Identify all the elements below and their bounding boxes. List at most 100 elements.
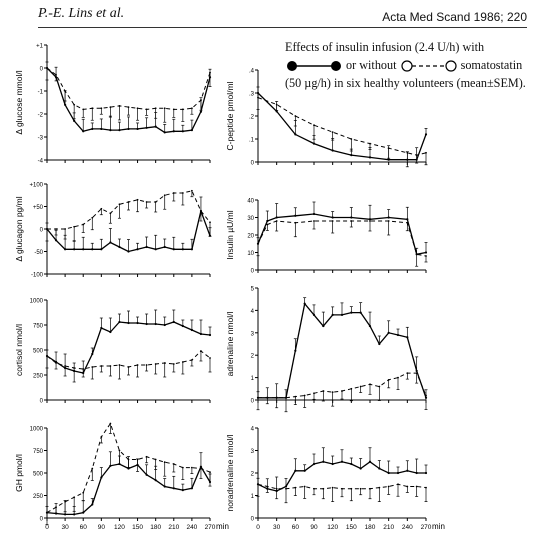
data-point xyxy=(172,248,175,251)
data-point xyxy=(387,471,390,475)
x-tick-label: 60 xyxy=(80,524,88,531)
x-tick-label: 30 xyxy=(61,524,69,531)
data-point xyxy=(73,119,76,122)
data-point xyxy=(312,142,316,145)
data-point xyxy=(303,394,306,397)
data-point xyxy=(294,349,297,352)
data-point xyxy=(73,513,76,516)
data-point xyxy=(415,154,418,157)
data-point xyxy=(118,105,121,107)
x-unit-label: min xyxy=(216,522,229,531)
data-point xyxy=(54,239,58,242)
data-point xyxy=(331,462,334,466)
data-point xyxy=(266,396,269,399)
x-tick-label: 270 xyxy=(421,524,432,531)
y-tick-label: -1 xyxy=(38,90,44,96)
data-point xyxy=(64,103,67,106)
data-point xyxy=(190,466,193,469)
data-point xyxy=(397,376,399,379)
data-point xyxy=(163,461,166,464)
data-point xyxy=(322,390,325,392)
data-point xyxy=(46,228,48,230)
legend-line-3: (50 µg/h) in six healthy volunteers (mea… xyxy=(285,76,526,90)
data-point xyxy=(118,203,121,206)
panel-glucose: +1 0 -1 -2 -3 -4 Δ glucose mmol/l xyxy=(14,44,212,165)
panel-noradrenaline: 0 1 2 3 4 0 30 60 90 120 150 180 210 240 270 min noradre… xyxy=(225,427,445,532)
data-point xyxy=(64,228,67,230)
y-tick-label: 250 xyxy=(33,374,44,380)
data-point xyxy=(368,324,372,328)
series-line-solid xyxy=(257,460,426,492)
data-point xyxy=(145,126,148,129)
y-tick-label: 250 xyxy=(33,494,44,500)
data-point xyxy=(118,129,121,132)
y-tick-label: -2 xyxy=(38,113,44,119)
data-point xyxy=(190,487,193,490)
data-point xyxy=(208,333,212,337)
data-point xyxy=(294,115,297,117)
data-point xyxy=(303,302,306,305)
y-tick-label: 0 xyxy=(40,228,44,234)
data-point xyxy=(378,342,381,346)
data-point xyxy=(82,491,85,494)
data-point xyxy=(275,216,278,219)
data-point xyxy=(331,220,334,222)
data-point xyxy=(312,212,316,216)
data-point xyxy=(313,392,315,395)
data-point xyxy=(200,210,202,212)
data-point xyxy=(127,458,130,461)
data-point xyxy=(312,313,316,316)
data-point xyxy=(378,467,381,470)
y-tick-label: 750 xyxy=(33,449,44,455)
dashed-series-symbol xyxy=(400,60,457,72)
y-tick-label: 500 xyxy=(33,472,44,478)
data-point xyxy=(294,221,297,224)
x-tick-label: 30 xyxy=(273,524,281,531)
series-line-solid xyxy=(46,321,211,374)
y-tick-label: 3 xyxy=(251,331,255,337)
series-line-solid xyxy=(257,92,427,161)
data-point xyxy=(91,503,94,506)
data-point xyxy=(406,469,409,472)
y-tick-label: .1 xyxy=(249,138,255,144)
data-point xyxy=(109,422,112,425)
data-point xyxy=(64,365,67,367)
data-point xyxy=(424,251,428,254)
data-point xyxy=(127,321,130,325)
x-tick-label: 150 xyxy=(346,524,357,531)
data-point xyxy=(275,110,278,113)
data-point xyxy=(181,248,184,251)
data-point xyxy=(322,460,325,463)
y-tick-label: 10 xyxy=(247,251,254,257)
data-point xyxy=(73,103,76,106)
data-point xyxy=(82,223,85,226)
data-point xyxy=(387,147,390,150)
data-point xyxy=(387,220,390,222)
data-point xyxy=(294,469,297,472)
data-point xyxy=(190,107,193,110)
data-point xyxy=(127,467,130,470)
x-tick-label: 60 xyxy=(292,524,300,531)
data-point xyxy=(190,129,193,132)
y-tick-label: 0 xyxy=(251,399,255,405)
y-tick-label: 1000 xyxy=(30,427,44,433)
x-tick-label: 90 xyxy=(98,524,106,531)
y-tick-label: -100 xyxy=(31,273,44,279)
data-point xyxy=(387,216,390,219)
data-point xyxy=(127,366,130,368)
data-point xyxy=(294,395,297,398)
y-tick-label: .2 xyxy=(249,115,255,121)
data-point xyxy=(109,365,112,367)
data-point xyxy=(209,471,211,473)
data-point xyxy=(275,220,278,222)
data-point xyxy=(331,391,334,394)
data-point xyxy=(396,471,400,475)
data-point xyxy=(172,487,175,490)
x-tick-label: 150 xyxy=(132,524,143,531)
data-point xyxy=(378,385,381,388)
y-tick-label: 750 xyxy=(33,324,44,330)
data-point xyxy=(181,489,184,492)
data-point xyxy=(73,496,76,499)
data-point xyxy=(190,359,193,361)
